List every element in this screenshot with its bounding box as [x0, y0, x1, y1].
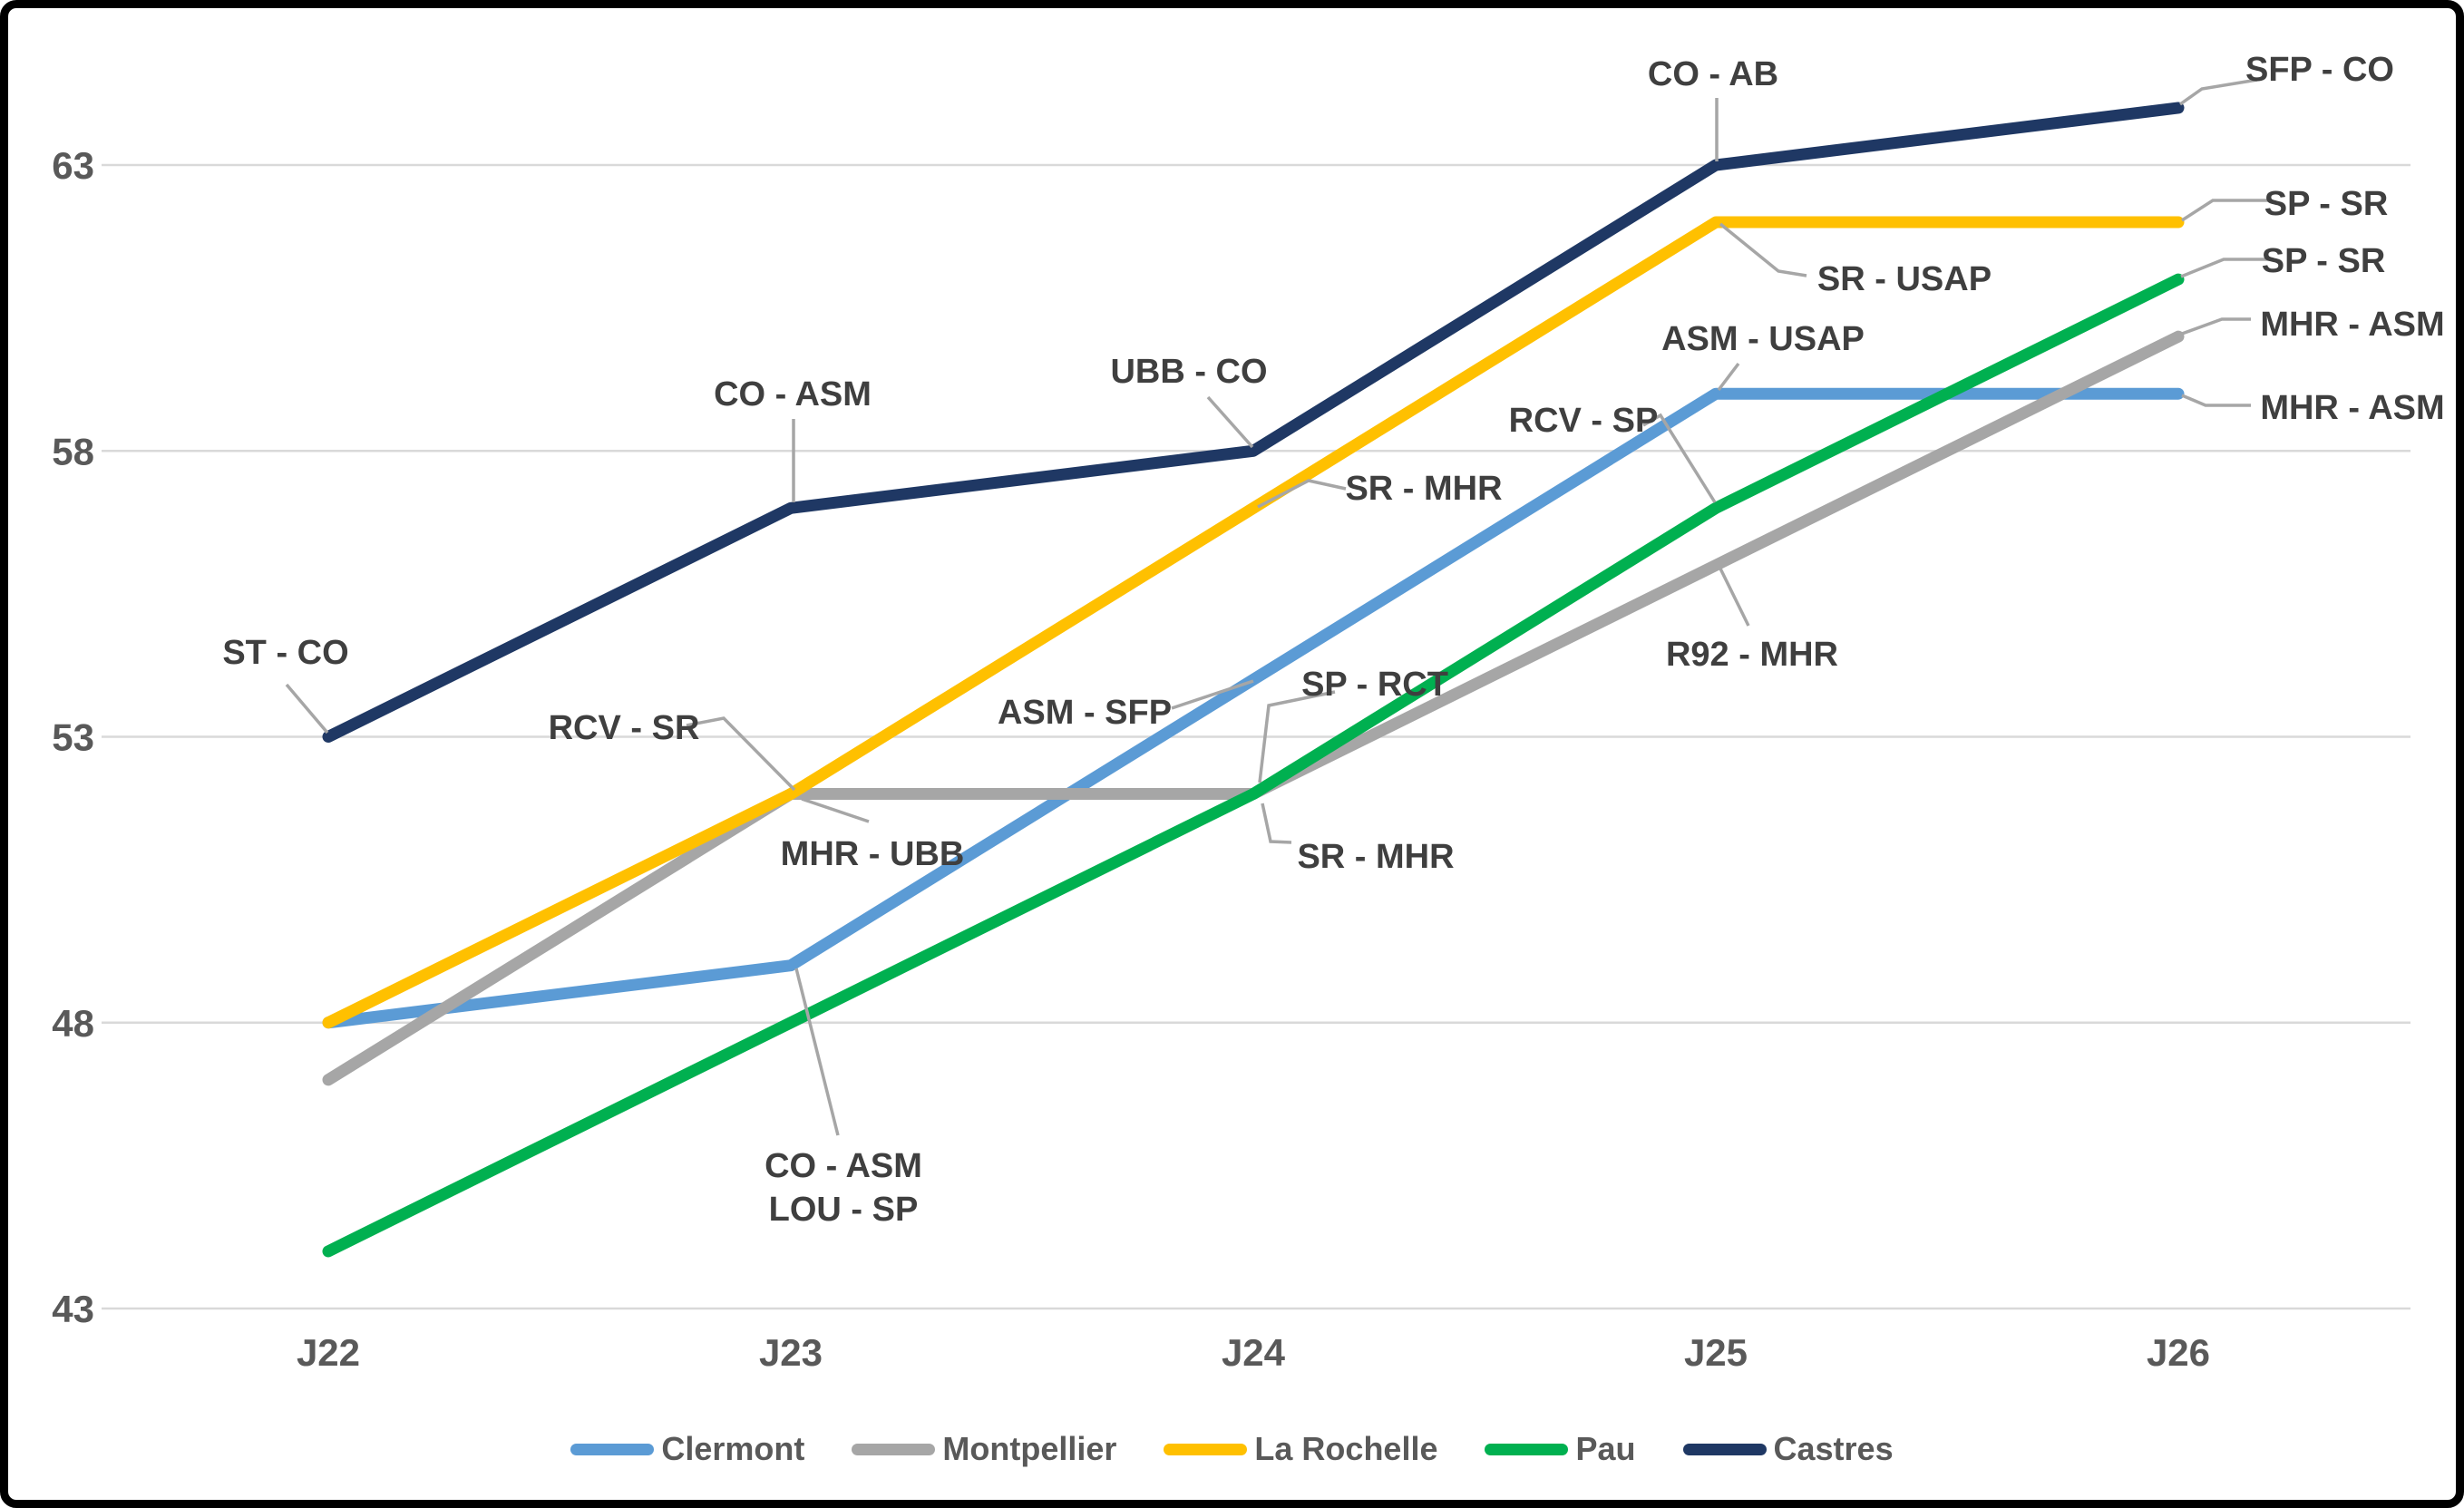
leader-asm-sfp-clermont-j24 [1171, 679, 1254, 710]
annotation-mhr-asm-montpellier-j26: MHR - ASM [2260, 306, 2444, 344]
annotation-sfp-co-castres-j26: SFP - CO [2245, 51, 2394, 89]
annotation-co-asm-lou-sp-clermont-pau-j23: CO - ASM LOU - SP [765, 1147, 922, 1229]
leader-asm-usap-clermont-j25 [1717, 362, 1740, 392]
legend-swatch-montpellier [852, 1443, 936, 1455]
leader-r92-mhr-montpellier-j25 [1719, 568, 1750, 627]
leader-rcv-sr-la-rochelle-j23 [686, 716, 796, 792]
annotation-sp-sr-la-rochelle-j26: SP - SR [2264, 185, 2389, 223]
y-axis-tick-58: 58 [52, 430, 94, 472]
y-axis-tick-48: 48 [52, 1002, 94, 1045]
annotation-sr-mhr-la-rochelle-j24: SR - MHR [1345, 470, 1502, 508]
annotation-asm-usap-clermont-j25: ASM - USAP [1661, 320, 1865, 358]
leader-sr-usap-la-rochelle-j25 [1719, 222, 1807, 277]
annotation-rcv-sr-la-rochelle-j23: RCV - SR [549, 709, 700, 747]
series-line-pau [322, 273, 2185, 1258]
x-axis-tick-j23: J23 [759, 1331, 823, 1374]
legend-swatch-castres [1682, 1443, 1767, 1455]
series-line-castres [322, 102, 2185, 743]
legend-swatch-la-rochelle [1164, 1443, 1248, 1455]
annotation-rcv-sp-pau-j25: RCV - SP [1509, 402, 1659, 440]
leader-sr-mhr-la-rochelle-j24 [1257, 479, 1347, 509]
annotation-mhr-asm-clermont-j26: MHR - ASM [2260, 389, 2444, 427]
leader-sp-sr-la-rochelle-j26 [2181, 199, 2269, 222]
leader-ubb-co-castres-j24 [1206, 395, 1254, 449]
chart-legend: Clermont Montpellier La Rochelle Pau Castres [8, 1430, 2456, 1468]
annotation-co-ab-castres-j25: CO - AB [1648, 55, 1778, 93]
legend-item-pau: Pau [1485, 1430, 1636, 1468]
y-axis-tick-53: 53 [52, 716, 94, 759]
annotation-r92-mhr-montpellier-j25: R92 - MHR [1666, 636, 1838, 674]
legend-label-castres: Castres [1773, 1430, 1894, 1467]
leader-sfp-co-castres-j26 [2178, 78, 2258, 106]
legend-item-montpellier: Montpellier [852, 1430, 1116, 1468]
leader-mhr-asm-montpellier-j26 [2181, 317, 2251, 336]
leader-sp-sr-pau-j26 [2180, 258, 2272, 278]
annotation-st-co-castres-j22: ST - CO [222, 634, 348, 672]
annotation-sr-usap-la-rochelle-j25: SR - USAP [1817, 260, 1992, 298]
legend-item-castres: Castres [1682, 1430, 1894, 1468]
annotation-asm-sfp-clermont-j24: ASM - SFP [998, 694, 1172, 732]
legend-label-clermont: Clermont [661, 1430, 805, 1467]
leader-sr-mhr-montpellier-j24 [1261, 803, 1292, 844]
legend-item-la-rochelle: La Rochelle [1164, 1430, 1437, 1468]
legend-swatch-clermont [570, 1443, 655, 1455]
x-axis-tick-j22: J22 [297, 1331, 360, 1374]
leader-st-co-castres-j22 [285, 683, 329, 735]
legend-item-clermont: Clermont [570, 1430, 804, 1468]
annotation-sr-mhr-montpellier-j24: SR - MHR [1297, 838, 1454, 876]
y-axis-tick-63: 63 [52, 144, 94, 187]
annotation-co-asm-castres-j23: CO - ASM [714, 375, 872, 413]
series-line-clermont [322, 387, 2185, 1029]
legend-label-pau: Pau [1575, 1430, 1636, 1467]
leader-rcv-sp-pau-j25 [1642, 413, 1717, 503]
x-axis-tick-j24: J24 [1222, 1331, 1286, 1374]
leader-co-asm-lou-sp-clermont-pau-j23 [794, 968, 840, 1136]
x-axis-tick-j25: J25 [1684, 1331, 1748, 1374]
annotation-sp-sr-pau-j26: SP - SR [2262, 242, 2386, 280]
legend-swatch-pau [1485, 1443, 1569, 1455]
x-axis-tick-j26: J26 [2147, 1331, 2210, 1374]
series-line-la-rochelle [322, 216, 2185, 1029]
annotation-sp-rct-pau-j24: SP - RCT [1301, 666, 1448, 704]
annotation-mhr-ubb-montpellier-j23: MHR - UBB [781, 835, 965, 873]
annotation-ubb-co-castres-j24: UBB - CO [1110, 353, 1267, 391]
y-axis-tick-43: 43 [52, 1288, 94, 1330]
legend-label-la-rochelle: La Rochelle [1254, 1430, 1438, 1467]
leader-mhr-asm-clermont-j26 [2181, 394, 2251, 407]
leader-mhr-ubb-montpellier-j23 [801, 797, 870, 823]
leader-sp-rct-pau-j24 [1258, 690, 1336, 783]
legend-label-montpellier: Montpellier [942, 1430, 1117, 1467]
